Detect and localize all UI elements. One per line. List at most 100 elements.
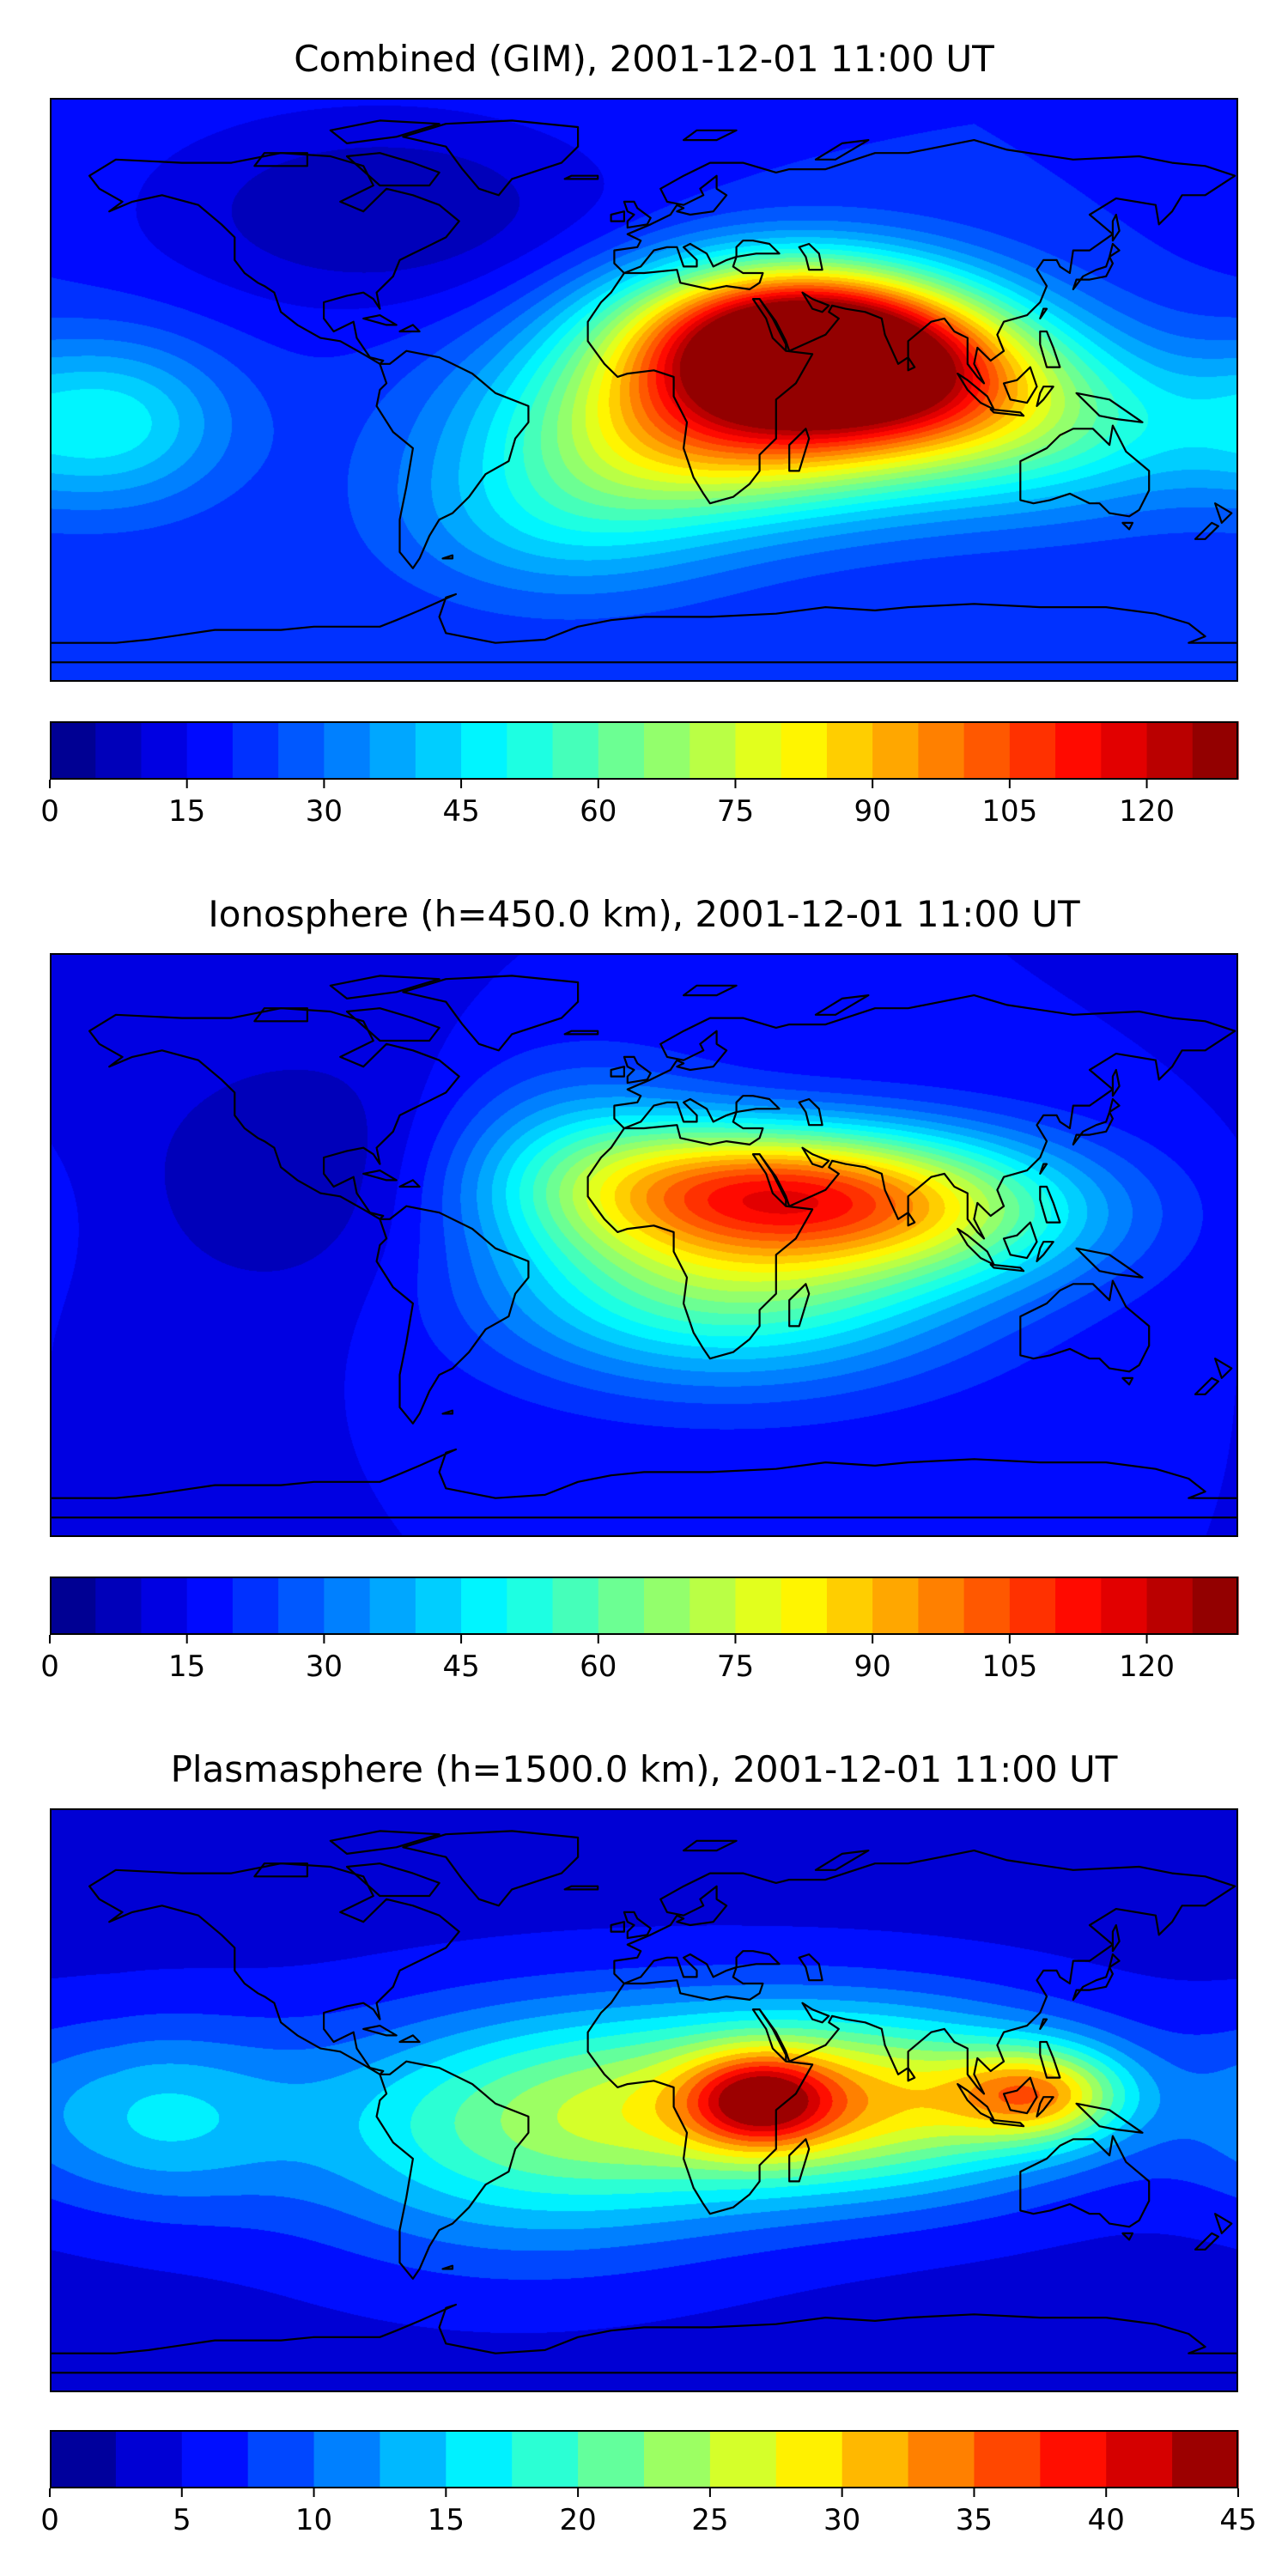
colorbar: 0 15 30 45 60 75 90 105 120 bbox=[40, 721, 1239, 829]
chart-title: Ionosphere (h=450.0 km), 2001-12-01 11:0… bbox=[208, 893, 1080, 935]
coastline-iceland bbox=[563, 1885, 599, 1891]
colorbar-segment bbox=[313, 2430, 381, 2488]
colorbar-segment bbox=[1055, 1577, 1102, 1635]
colorbar-segment bbox=[1106, 2430, 1173, 2488]
chart-title: Plasmasphere (h=1500.0 km), 2001-12-01 1… bbox=[170, 1748, 1118, 1790]
coastline-cuba bbox=[362, 2025, 398, 2037]
coastline-antarctica bbox=[50, 592, 1238, 664]
colorbar-tick-label: 35 bbox=[956, 2503, 993, 2537]
colorbar-segment bbox=[781, 1577, 828, 1635]
coastline-persian-gulf bbox=[801, 1146, 830, 1169]
colorbar-tick-label: 15 bbox=[168, 794, 205, 829]
colorbar-segment bbox=[324, 1577, 371, 1635]
tec-contour-field bbox=[50, 1808, 1238, 2392]
colorbar-segment bbox=[50, 2430, 117, 2488]
colorbar-segment bbox=[1040, 2430, 1107, 2488]
colorbar-segment bbox=[644, 2430, 711, 2488]
coastline-black-sea bbox=[735, 1095, 781, 1114]
colorbar-segment bbox=[186, 1577, 234, 1635]
colorbar-segment bbox=[50, 1577, 96, 1635]
colorbar-segment bbox=[186, 721, 234, 780]
colorbar-segment bbox=[781, 721, 828, 780]
coastline-antarctica bbox=[50, 2303, 1238, 2374]
colorbar-tick-label: 75 bbox=[717, 1649, 754, 1684]
coastline-sulawesi bbox=[1036, 386, 1054, 407]
colorbar-segment bbox=[918, 721, 965, 780]
coastline-sri-lanka bbox=[907, 356, 916, 372]
colorbar-frame bbox=[50, 1577, 1238, 1635]
coastline-novaya-zemlya bbox=[814, 139, 870, 161]
colorbar-tick-label: 45 bbox=[442, 794, 479, 829]
colorbar-tick-label: 60 bbox=[580, 1649, 617, 1684]
colorbar-segment bbox=[1146, 1577, 1194, 1635]
coastline-new-zealand-s bbox=[1194, 1376, 1219, 1395]
map-plot bbox=[50, 953, 1238, 1537]
colorbar-segment bbox=[507, 1577, 554, 1635]
tec-contour-field bbox=[50, 953, 1238, 1537]
coastline-red-sea bbox=[752, 1153, 787, 1206]
colorbar-segment bbox=[1009, 721, 1056, 780]
colorbar-tick-label: 5 bbox=[173, 2503, 191, 2537]
coastline-caspian bbox=[798, 1953, 823, 1982]
colorbar-segment bbox=[461, 1577, 507, 1635]
map-plot bbox=[50, 1808, 1238, 2392]
coastline-afro-eurasia bbox=[586, 139, 1236, 505]
coastline-sumatra bbox=[957, 373, 995, 410]
coastline-sakhalin bbox=[1111, 213, 1121, 242]
coastline-overlay bbox=[50, 1808, 1238, 2392]
coastline-mediterranean bbox=[623, 242, 764, 290]
colorbar-segment bbox=[1192, 721, 1239, 780]
colorbar-segment bbox=[735, 721, 782, 780]
coastline-philippines bbox=[1039, 330, 1061, 368]
colorbar-segment bbox=[552, 1577, 599, 1635]
colorbar-segment bbox=[826, 721, 873, 780]
colorbar-segment bbox=[415, 1577, 462, 1635]
colorbar-segment bbox=[95, 1577, 143, 1635]
colorbar-segment bbox=[369, 1577, 416, 1635]
colorbar-segment bbox=[918, 1577, 965, 1635]
coastline-new-guinea bbox=[1075, 392, 1144, 423]
coastline-philippines bbox=[1039, 2040, 1061, 2079]
colorbar-segment bbox=[115, 2430, 183, 2488]
coastline-red-sea bbox=[752, 298, 787, 351]
coastline-taiwan bbox=[1039, 2018, 1048, 2030]
coastline-svalbard bbox=[683, 129, 738, 142]
chart-title: Combined (GIM), 2001-12-01 11:00 UT bbox=[294, 38, 994, 80]
colorbar-segment bbox=[415, 721, 462, 780]
coastline-novaya-zemlya bbox=[814, 1850, 870, 1871]
colorbar-tick-label: 75 bbox=[717, 794, 754, 829]
colorbar-segment bbox=[232, 1577, 279, 1635]
coastline-svalbard bbox=[683, 1839, 738, 1852]
colorbar-tick-label: 120 bbox=[1119, 794, 1175, 829]
coastline-hispaniola bbox=[398, 1179, 421, 1188]
colorbar-segment bbox=[247, 2430, 315, 2488]
coastline-victoria-isl bbox=[253, 152, 308, 167]
coastline-greenland bbox=[402, 1830, 580, 1907]
colorbar-segment bbox=[1101, 1577, 1148, 1635]
colorbar-tick-label: 30 bbox=[823, 2503, 860, 2537]
coastline-tasmania bbox=[1121, 1376, 1134, 1386]
colorbar-segment bbox=[446, 2430, 513, 2488]
colorbar-segment bbox=[232, 721, 279, 780]
coastline-mediterranean bbox=[623, 1953, 764, 2001]
coastline-java bbox=[989, 2118, 1025, 2128]
coastline-philippines bbox=[1039, 1185, 1061, 1224]
coastline-north-america bbox=[88, 152, 460, 365]
coastline-australia bbox=[1019, 2135, 1151, 2228]
colorbar-tick-label: 40 bbox=[1088, 2503, 1125, 2537]
coastline-britain bbox=[623, 1055, 652, 1084]
colorbar-tick-label: 20 bbox=[559, 2503, 596, 2537]
colorbar-tick-label: 25 bbox=[691, 2503, 728, 2537]
colorbar-tick-label: 105 bbox=[981, 1649, 1037, 1684]
colorbar-tick-label: 45 bbox=[1219, 2503, 1256, 2537]
coastline-falklands bbox=[441, 2264, 454, 2270]
coastline-black-sea bbox=[735, 1950, 781, 1969]
colorbar-segment bbox=[963, 721, 1011, 780]
colorbar-segment bbox=[369, 721, 416, 780]
colorbar-segment bbox=[644, 721, 690, 780]
colorbar-segment bbox=[1101, 721, 1148, 780]
coastline-south-america bbox=[375, 1205, 530, 1425]
colorbar-segment bbox=[690, 721, 737, 780]
colorbar-segment bbox=[552, 721, 599, 780]
coastline-new-zealand-n bbox=[1214, 502, 1233, 524]
